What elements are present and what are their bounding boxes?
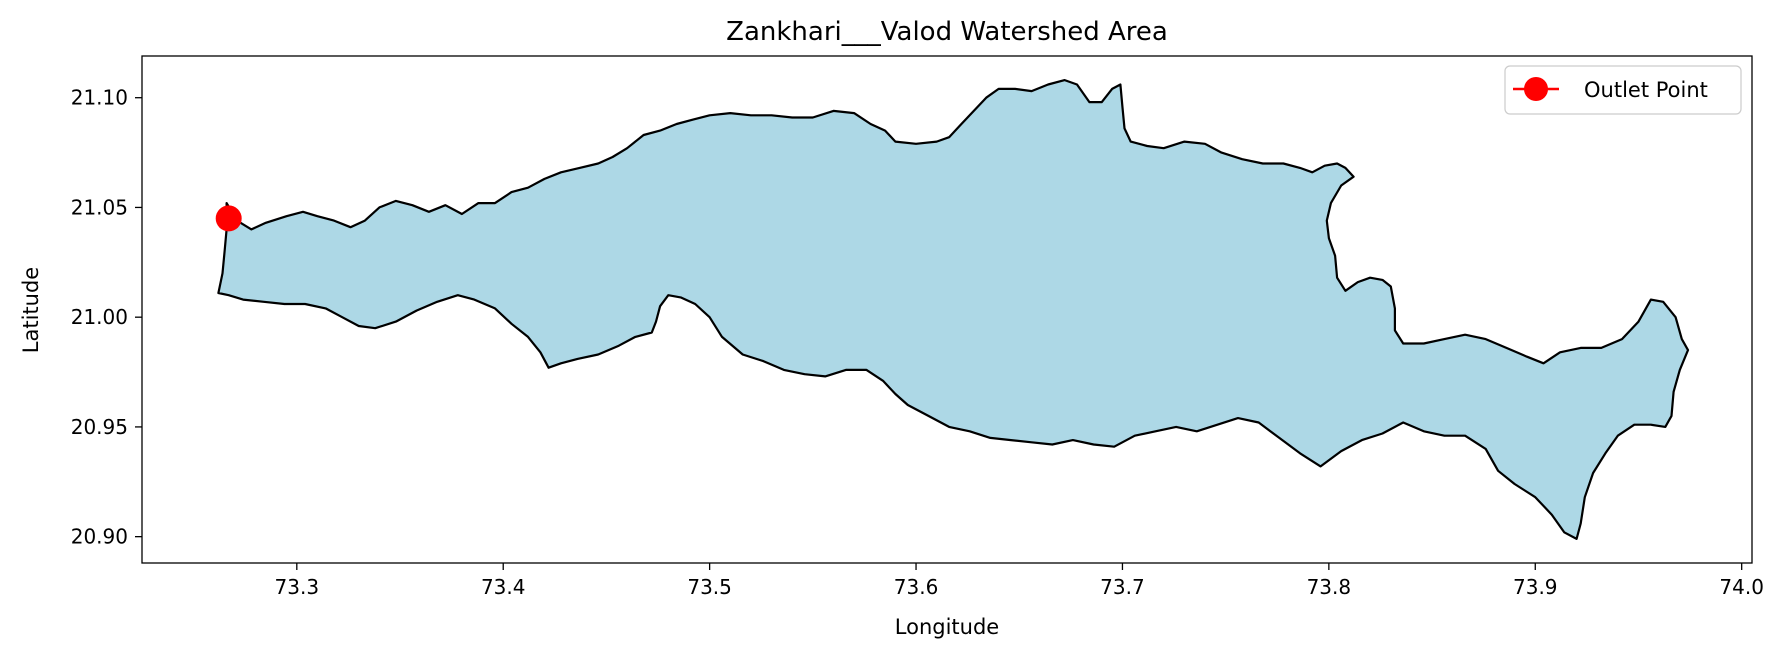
y-tick-label: 20.90 (71, 525, 128, 549)
x-tick-label: 73.6 (894, 575, 939, 599)
x-tick-label: 73.5 (687, 575, 732, 599)
y-tick-label: 20.95 (71, 415, 128, 439)
x-tick-label: 73.3 (275, 575, 320, 599)
x-axis-label: Longitude (895, 615, 999, 639)
y-axis-ticks: 20.90 20.95 21.00 21.05 21.10 (71, 86, 142, 549)
y-axis-label: Latitude (19, 267, 43, 353)
x-tick-label: 73.9 (1513, 575, 1558, 599)
legend-marker-icon (1524, 77, 1548, 101)
legend: Outlet Point (1504, 65, 1742, 115)
chart-title: Zankhari___Valod Watershed Area (726, 17, 1168, 47)
y-tick-label: 21.05 (71, 195, 128, 219)
y-tick-label: 21.00 (71, 305, 128, 329)
outlet-point-marker (215, 205, 242, 232)
x-tick-label: 73.7 (1100, 575, 1145, 599)
plot-area (141, 55, 1753, 564)
legend-box (1504, 65, 1742, 115)
legend-label: Outlet Point (1584, 78, 1708, 102)
y-tick-label: 21.10 (71, 86, 128, 110)
watershed-polygon (217, 79, 1690, 540)
x-tick-label: 73.4 (481, 575, 526, 599)
x-axis-ticks: 73.3 73.4 73.5 73.6 73.7 73.8 73.9 74.0 (275, 563, 1764, 599)
x-tick-label: 73.8 (1307, 575, 1352, 599)
x-tick-label: 74.0 (1719, 575, 1764, 599)
axes-frame (141, 55, 1753, 564)
